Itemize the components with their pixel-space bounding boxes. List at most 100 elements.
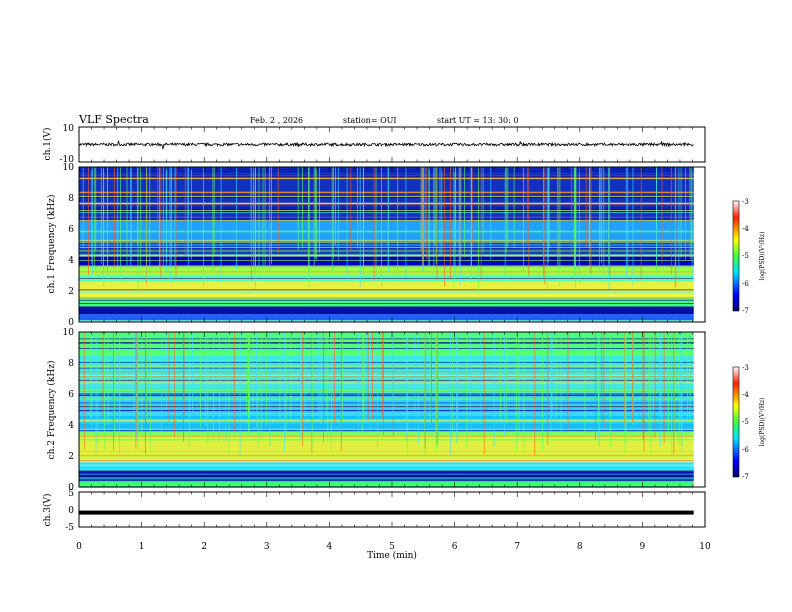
spectrogram-sferic bbox=[234, 332, 236, 432]
spectrogram-sferic bbox=[678, 332, 680, 446]
spectrogram-sferic bbox=[505, 167, 507, 254]
spectrogram-sferic bbox=[163, 167, 164, 269]
spectrogram-sferic bbox=[91, 332, 93, 430]
spectrogram-sferic bbox=[331, 167, 333, 278]
spectrogram-sferic bbox=[301, 332, 303, 440]
spectrogram-sferic bbox=[161, 332, 163, 432]
spectrogram-sferic bbox=[478, 167, 479, 291]
spectrogram-sferic bbox=[184, 167, 186, 257]
spectrogram-line bbox=[79, 265, 694, 266]
spectrogram-sferic bbox=[490, 167, 492, 260]
spectrogram-sferic bbox=[327, 332, 329, 443]
spectrogram-sferic bbox=[83, 332, 85, 450]
spectrogram-sferic bbox=[504, 332, 505, 437]
xtick-2: 2 bbox=[201, 542, 207, 552]
spectrogram-line bbox=[79, 477, 694, 479]
spectrogram-sferic bbox=[589, 167, 591, 273]
spectrogram-line bbox=[79, 275, 694, 277]
spectrogram-line bbox=[79, 399, 694, 401]
spectrogram-sferic bbox=[363, 167, 364, 278]
ch2-ytick-0: 0 bbox=[68, 483, 74, 493]
spectrogram-sferic bbox=[284, 332, 285, 452]
spectrogram-sferic bbox=[382, 332, 383, 419]
spectrogram-sferic bbox=[426, 167, 428, 261]
spectrogram-sferic bbox=[471, 167, 473, 248]
spectrogram-sferic bbox=[434, 167, 436, 246]
spectrogram-sferic bbox=[471, 167, 472, 284]
spectrogram-line bbox=[79, 478, 694, 480]
ch3-ytick-mid: 0 bbox=[68, 506, 74, 516]
spectrogram-line bbox=[79, 170, 694, 172]
spectrogram-line bbox=[79, 366, 694, 368]
spectrogram-sferic bbox=[175, 167, 177, 278]
spectrogram-sferic bbox=[236, 167, 237, 270]
spectrogram-line bbox=[79, 231, 694, 233]
spectrogram-line bbox=[79, 374, 694, 376]
spectrogram-sferic bbox=[102, 332, 104, 418]
ch1-ytick-8: 8 bbox=[68, 194, 74, 204]
spectrogram-sferic bbox=[370, 332, 371, 431]
spectrogram-line bbox=[79, 192, 694, 194]
spectrogram-sferic bbox=[685, 167, 686, 261]
spectrogram-sferic bbox=[457, 332, 458, 444]
spectrogram-sferic bbox=[183, 332, 185, 418]
spectrogram-band bbox=[79, 306, 694, 315]
spectrogram-sferic bbox=[610, 332, 611, 448]
spectrogram-sferic bbox=[673, 332, 675, 455]
spectrogram-sferic bbox=[381, 167, 382, 287]
spectrogram-line bbox=[79, 255, 694, 257]
spectrogram-sferic bbox=[466, 332, 468, 449]
spectrogram-sferic bbox=[671, 332, 673, 455]
spectrogram-line bbox=[79, 454, 694, 456]
spectrogram-sferic bbox=[325, 332, 327, 415]
ch1-spectrogram-ylabel: ch.1 Frequency (kHz) bbox=[46, 195, 57, 294]
spectrogram-sferic bbox=[159, 167, 160, 272]
spectrogram-line bbox=[79, 239, 694, 241]
spectrogram-sferic bbox=[213, 332, 214, 439]
spectrogram-sferic bbox=[642, 332, 644, 440]
spectrogram-sferic bbox=[609, 167, 611, 276]
spectrogram-line bbox=[79, 380, 694, 381]
spectrogram-line bbox=[79, 280, 694, 282]
spectrogram-sferic bbox=[357, 167, 358, 249]
spectrogram-sferic bbox=[674, 167, 676, 290]
spectrogram-sferic bbox=[249, 332, 251, 414]
spectrogram-sferic bbox=[674, 332, 675, 438]
spectrogram-line bbox=[79, 455, 694, 457]
spectrogram-sferic bbox=[107, 167, 108, 279]
spectrogram-line bbox=[79, 276, 694, 278]
spectrogram-line bbox=[79, 342, 694, 344]
spectrogram-sferic bbox=[225, 332, 227, 441]
spectrogram-sferic bbox=[333, 332, 335, 420]
spectrogram-sferic bbox=[359, 167, 361, 288]
spectrogram-line bbox=[79, 352, 694, 354]
spectrogram-line bbox=[79, 470, 694, 472]
spectrogram-line bbox=[79, 291, 694, 293]
spectrogram-sferic bbox=[335, 167, 336, 245]
spectrogram-sferic bbox=[483, 332, 485, 455]
spectrogram-line bbox=[79, 217, 694, 219]
spectrogram-sferic bbox=[279, 332, 281, 419]
spectrogram-sferic bbox=[661, 167, 663, 264]
spectrogram-sferic bbox=[548, 167, 549, 263]
spectrogram-line bbox=[79, 303, 694, 304]
spectrogram-sferic bbox=[316, 167, 317, 260]
spectrogram-sferic bbox=[145, 332, 147, 424]
spectrogram-sferic bbox=[424, 332, 426, 449]
spectrogram-sferic bbox=[567, 332, 569, 430]
spectrogram-sferic bbox=[534, 332, 536, 455]
spectrogram-sferic bbox=[203, 167, 204, 287]
spectrogram-line bbox=[79, 451, 694, 452]
spectrogram-sferic bbox=[350, 167, 352, 251]
spectrogram-sferic bbox=[141, 332, 143, 434]
spectrogram-sferic bbox=[170, 167, 172, 260]
spectrogram-sferic bbox=[250, 167, 252, 252]
spectrogram-sferic bbox=[239, 332, 241, 455]
ch1-ytick-bottom: -10 bbox=[60, 155, 75, 165]
spectrogram-sferic bbox=[113, 332, 114, 451]
spectrogram-line bbox=[79, 360, 694, 362]
spectrogram-line bbox=[79, 438, 694, 440]
spectrogram-sferic bbox=[191, 167, 192, 260]
spectrogram-sferic bbox=[660, 332, 661, 447]
